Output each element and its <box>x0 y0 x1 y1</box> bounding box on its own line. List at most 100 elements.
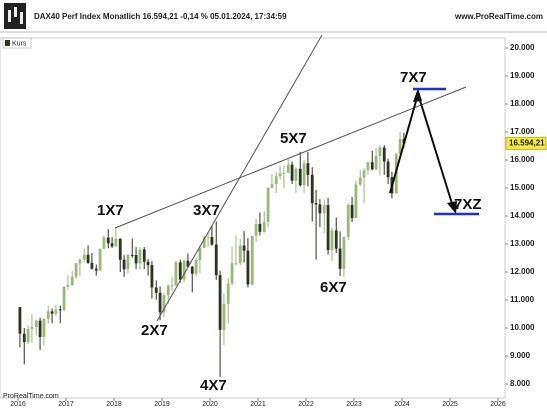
y-tick-label: 13.000 <box>510 239 535 248</box>
candle-body <box>370 162 374 170</box>
candle-body <box>250 235 254 285</box>
candle-body <box>298 168 302 186</box>
candle-body <box>282 172 286 174</box>
annotation: 5X7 <box>280 130 307 147</box>
annotation: 3X7 <box>193 202 220 219</box>
candle-body <box>62 286 66 311</box>
x-tick-label: 2020 <box>202 401 218 408</box>
candle-body <box>218 275 222 330</box>
candle-body <box>30 326 34 329</box>
candle-body <box>206 237 210 239</box>
trend-line <box>156 34 323 322</box>
candle-body <box>366 162 370 171</box>
candle-body <box>102 237 106 249</box>
candle-body <box>130 254 134 256</box>
annotation: 4X7 <box>200 377 227 394</box>
candle-body <box>158 292 162 313</box>
x-tick-label: 2023 <box>346 401 362 408</box>
candle-body <box>94 268 98 271</box>
candle-body <box>50 311 54 314</box>
x-tick-label: 2021 <box>250 401 266 408</box>
x-tick-label: 2022 <box>298 401 314 408</box>
candle-body <box>78 259 82 264</box>
candle-body <box>34 320 38 327</box>
candle-body <box>346 204 350 237</box>
annotation: 7XZ <box>454 196 482 213</box>
candle-body <box>126 254 130 270</box>
candle-body <box>266 187 270 222</box>
candle-body <box>374 155 378 170</box>
candle-body <box>318 204 322 214</box>
legend-label: Kurs <box>12 40 27 47</box>
candle-body <box>214 244 218 276</box>
x-tick-label: 2018 <box>106 401 122 408</box>
candle-body <box>210 237 214 245</box>
candle-body <box>22 333 26 343</box>
candle-body <box>274 176 278 185</box>
y-tick-label: 19.000 <box>510 71 535 80</box>
candle-body <box>142 249 146 262</box>
header: DAX40 Perf Index Monatlich 16.594,21 -0,… <box>34 12 287 21</box>
candle-body <box>154 287 158 293</box>
candle-body <box>358 177 362 185</box>
y-tick-label: 11.000 <box>510 295 535 304</box>
candle-body <box>338 248 342 269</box>
candle-body <box>170 285 174 287</box>
candle-body <box>322 205 326 214</box>
candle-body <box>118 238 122 260</box>
candle-body <box>90 262 94 269</box>
candle-body <box>82 254 86 260</box>
candle-body <box>186 260 190 267</box>
candle-body <box>18 307 22 334</box>
candle-body <box>378 147 382 156</box>
candle-body <box>70 276 74 286</box>
legend-box <box>2 37 32 49</box>
y-tick-label: 8.000 <box>510 379 531 388</box>
drawings <box>114 34 479 322</box>
candle-body <box>234 263 238 265</box>
candle-body <box>198 247 202 261</box>
candle-body <box>350 204 354 219</box>
y-tick-label: 12.000 <box>510 267 535 276</box>
candle-body <box>314 203 318 205</box>
candle-body <box>202 237 206 248</box>
candle-body <box>382 147 386 162</box>
candle-body <box>166 285 170 296</box>
candle-body <box>354 184 358 219</box>
y-tick-label: 20.000 <box>510 43 535 52</box>
candle-body <box>146 261 150 266</box>
y-tick-label: 10.000 <box>510 323 535 332</box>
annotation: 7X7 <box>400 69 427 86</box>
candle-body <box>138 249 142 264</box>
candle-body <box>362 170 366 178</box>
last-value-label: 16.594,21 <box>509 138 545 147</box>
y-tick-label: 14.000 <box>510 211 535 220</box>
annotation: 2X7 <box>141 322 168 339</box>
candle-body <box>194 260 198 274</box>
candle-body <box>110 243 114 247</box>
source-top: www.ProRealTime.com <box>454 12 543 21</box>
y-tick-label: 18.000 <box>510 99 535 108</box>
candle-body <box>334 230 338 249</box>
candle-body <box>342 236 346 269</box>
candle-body <box>86 254 90 263</box>
annotation: 1X7 <box>97 202 124 219</box>
plot-frame <box>0 37 506 399</box>
candle-body <box>182 260 186 280</box>
candle-body <box>122 259 126 270</box>
candle-body <box>270 184 274 188</box>
candle-body <box>238 245 242 264</box>
y-tick-label: 17.000 <box>510 127 535 136</box>
candle-body <box>230 263 234 284</box>
candle-body <box>46 311 50 319</box>
candle-body <box>262 221 266 232</box>
candle-body <box>246 250 250 285</box>
candle-body <box>162 295 166 313</box>
candle-body <box>278 173 282 177</box>
header-icon <box>4 3 26 29</box>
candle-body <box>254 223 258 236</box>
plot <box>18 131 406 377</box>
x-tick-label: 2024 <box>394 401 410 408</box>
candle-body <box>150 265 154 288</box>
